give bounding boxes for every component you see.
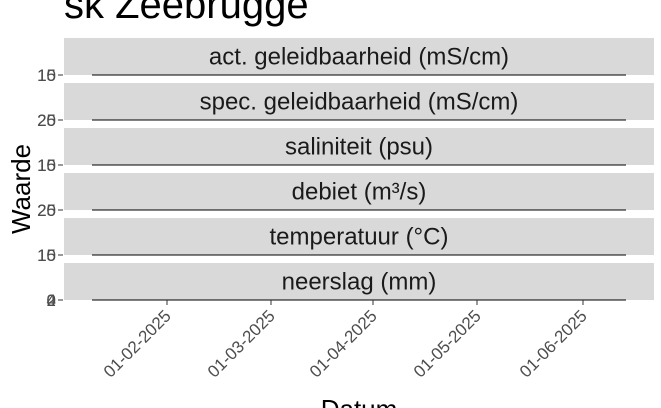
- facet-label: act. geleidbaarheid (mS/cm): [209, 44, 509, 71]
- y-axis-title: Waarde: [6, 144, 36, 234]
- facet-label: temperatuur (°C): [270, 224, 449, 251]
- x-tick-label: 01-05-2025: [410, 306, 485, 381]
- facet-label: saliniteit (psu): [285, 134, 433, 161]
- x-tick-label: 01-06-2025: [516, 306, 591, 381]
- facet-strip: [64, 38, 654, 75]
- y-tick-label: 10: [37, 246, 56, 265]
- y-tick-label: 20: [37, 111, 56, 130]
- facet-label: debiet (m³/s): [292, 179, 427, 206]
- facet-strip: [64, 128, 654, 165]
- y-tick-label: 10: [37, 156, 56, 175]
- x-axis-title: Datum: [321, 394, 398, 408]
- facet-strip: [64, 173, 654, 210]
- y-tick-label: 25: [37, 111, 56, 130]
- facet-strip: [64, 83, 654, 120]
- facet-strip: [64, 263, 654, 300]
- y-tick-label: 15: [37, 66, 56, 85]
- x-axis: 01-02-2025 01-03-2025 01-04-2025 01-05-2025…: [100, 300, 591, 381]
- y-tick-label: 2: [47, 291, 56, 310]
- x-tick-label: 01-04-2025: [306, 306, 381, 381]
- y-tick-label: 4: [47, 291, 56, 310]
- y-tick-label: 15: [37, 156, 56, 175]
- facet-label: spec. geleidbaarheid (mS/cm): [200, 89, 519, 116]
- facet-strip: [64, 218, 654, 255]
- x-tick-label: 01-03-2025: [204, 306, 279, 381]
- y-tick-label: 20: [37, 201, 56, 220]
- y-tick-label: 15: [37, 246, 56, 265]
- y-tick-label: 0: [47, 291, 56, 310]
- y-tick-label: 10: [37, 66, 56, 85]
- facet-label: neerslag (mm): [282, 269, 437, 296]
- chart-title: sk Zeebrugge: [64, 0, 309, 27]
- y-tick-label: 25: [37, 201, 56, 220]
- x-tick-label: 01-02-2025: [100, 306, 175, 381]
